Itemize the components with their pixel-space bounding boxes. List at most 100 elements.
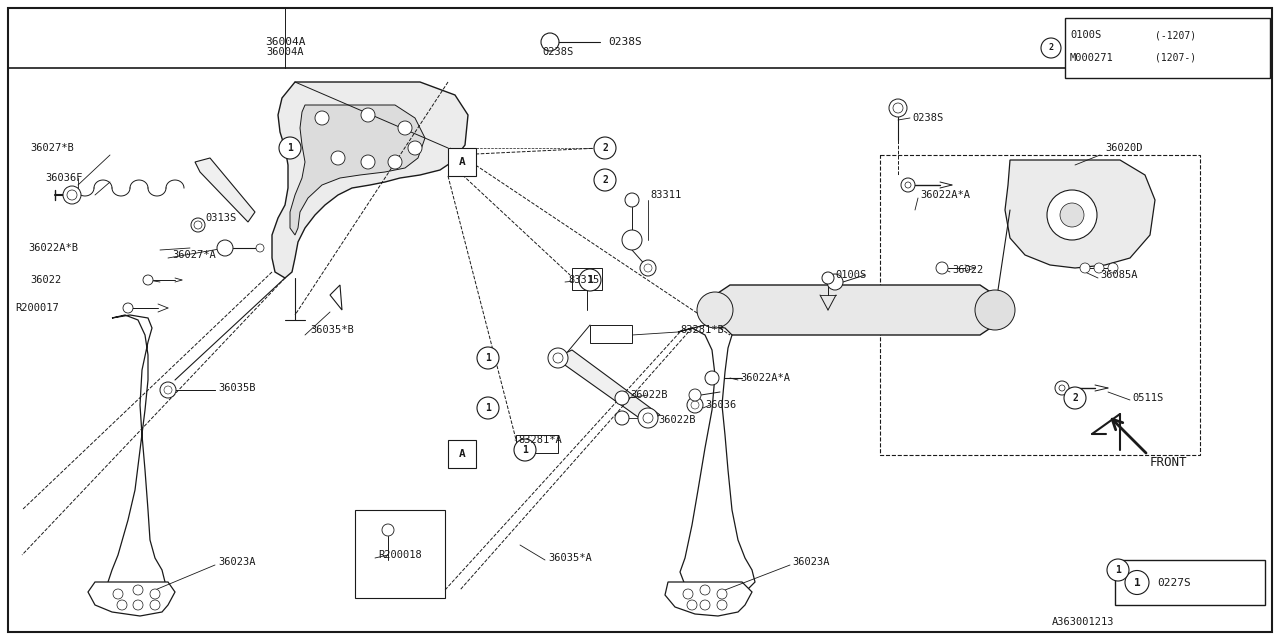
Circle shape: [579, 269, 602, 291]
Circle shape: [640, 260, 657, 276]
Text: 83311: 83311: [650, 190, 681, 200]
Circle shape: [113, 589, 123, 599]
Circle shape: [388, 155, 402, 169]
Circle shape: [123, 303, 133, 313]
Text: 36023A: 36023A: [218, 557, 256, 567]
Text: 36023A: 36023A: [792, 557, 829, 567]
Polygon shape: [291, 105, 425, 235]
Bar: [881, 155, 1201, 455]
Text: 0238S: 0238S: [608, 37, 641, 47]
Polygon shape: [666, 582, 753, 616]
Text: 0238S: 0238S: [911, 113, 943, 123]
Circle shape: [279, 137, 301, 159]
Circle shape: [408, 141, 422, 155]
Text: 36022: 36022: [29, 275, 61, 285]
Bar: [516, 435, 558, 453]
Text: 36022B: 36022B: [630, 390, 667, 400]
Text: 0227S: 0227S: [1157, 577, 1190, 588]
Circle shape: [477, 347, 499, 369]
Circle shape: [644, 264, 652, 272]
Circle shape: [218, 240, 233, 256]
Circle shape: [594, 137, 616, 159]
Text: 1: 1: [485, 353, 492, 363]
Bar: [572, 268, 602, 290]
Text: 2: 2: [1048, 44, 1053, 52]
Circle shape: [160, 382, 177, 398]
Circle shape: [691, 401, 699, 409]
Circle shape: [150, 600, 160, 610]
Circle shape: [1094, 263, 1103, 273]
Text: 36035*A: 36035*A: [548, 553, 591, 563]
Circle shape: [477, 397, 499, 419]
Text: 36004A: 36004A: [266, 47, 303, 57]
Polygon shape: [88, 582, 175, 616]
Text: M000271: M000271: [1070, 53, 1114, 63]
Circle shape: [614, 411, 628, 425]
Circle shape: [689, 389, 701, 401]
Circle shape: [1064, 387, 1085, 409]
Circle shape: [1055, 381, 1069, 395]
Circle shape: [150, 589, 160, 599]
Text: A363001213: A363001213: [1052, 617, 1115, 627]
Circle shape: [315, 111, 329, 125]
Text: 36027*A: 36027*A: [172, 250, 216, 260]
Text: 36022B: 36022B: [658, 415, 695, 425]
Text: 1: 1: [287, 143, 293, 153]
Circle shape: [1080, 263, 1091, 273]
Circle shape: [905, 182, 911, 188]
Circle shape: [700, 585, 710, 595]
Circle shape: [893, 103, 902, 113]
Text: 36022A*B: 36022A*B: [28, 243, 78, 253]
Circle shape: [381, 524, 394, 536]
Text: 0511S: 0511S: [1132, 393, 1164, 403]
Text: A: A: [458, 449, 466, 459]
Circle shape: [256, 244, 264, 252]
Circle shape: [827, 274, 844, 290]
Circle shape: [398, 121, 412, 135]
Circle shape: [1047, 190, 1097, 240]
Text: 83315: 83315: [568, 275, 599, 285]
Circle shape: [717, 600, 727, 610]
Text: (-1207): (-1207): [1155, 30, 1196, 40]
Circle shape: [1041, 38, 1061, 58]
Circle shape: [625, 193, 639, 207]
Text: 36022: 36022: [952, 265, 983, 275]
Circle shape: [687, 397, 703, 413]
Circle shape: [936, 262, 948, 274]
Text: 1: 1: [588, 275, 593, 285]
Circle shape: [643, 413, 653, 423]
Polygon shape: [330, 285, 342, 310]
Polygon shape: [556, 350, 660, 422]
Text: R200017: R200017: [15, 303, 59, 313]
Text: 36004A: 36004A: [265, 37, 305, 47]
Text: 83281*A: 83281*A: [518, 435, 562, 445]
Circle shape: [622, 230, 643, 250]
Polygon shape: [1005, 160, 1155, 268]
Text: 0313S: 0313S: [205, 213, 237, 223]
Circle shape: [332, 151, 346, 165]
Text: (1207-): (1207-): [1155, 53, 1196, 63]
Circle shape: [553, 353, 563, 363]
Circle shape: [67, 190, 77, 200]
Text: 83281*B: 83281*B: [680, 325, 723, 335]
Text: R200018: R200018: [378, 550, 421, 560]
Text: 1: 1: [522, 445, 527, 455]
Bar: [448, 148, 476, 176]
Circle shape: [361, 155, 375, 169]
Circle shape: [1059, 385, 1065, 391]
Circle shape: [705, 371, 719, 385]
Circle shape: [975, 290, 1015, 330]
Circle shape: [1108, 263, 1117, 273]
Text: FRONT: FRONT: [1149, 456, 1188, 468]
Polygon shape: [108, 315, 165, 598]
Bar: [355, 510, 445, 598]
Text: 0100S: 0100S: [1070, 30, 1101, 40]
Circle shape: [901, 178, 915, 192]
Text: 0238S: 0238S: [543, 47, 573, 57]
Circle shape: [637, 408, 658, 428]
Circle shape: [116, 600, 127, 610]
Text: 36027*B: 36027*B: [29, 143, 74, 153]
Circle shape: [63, 186, 81, 204]
Text: A: A: [458, 157, 466, 167]
Text: 36085A: 36085A: [1100, 270, 1138, 280]
